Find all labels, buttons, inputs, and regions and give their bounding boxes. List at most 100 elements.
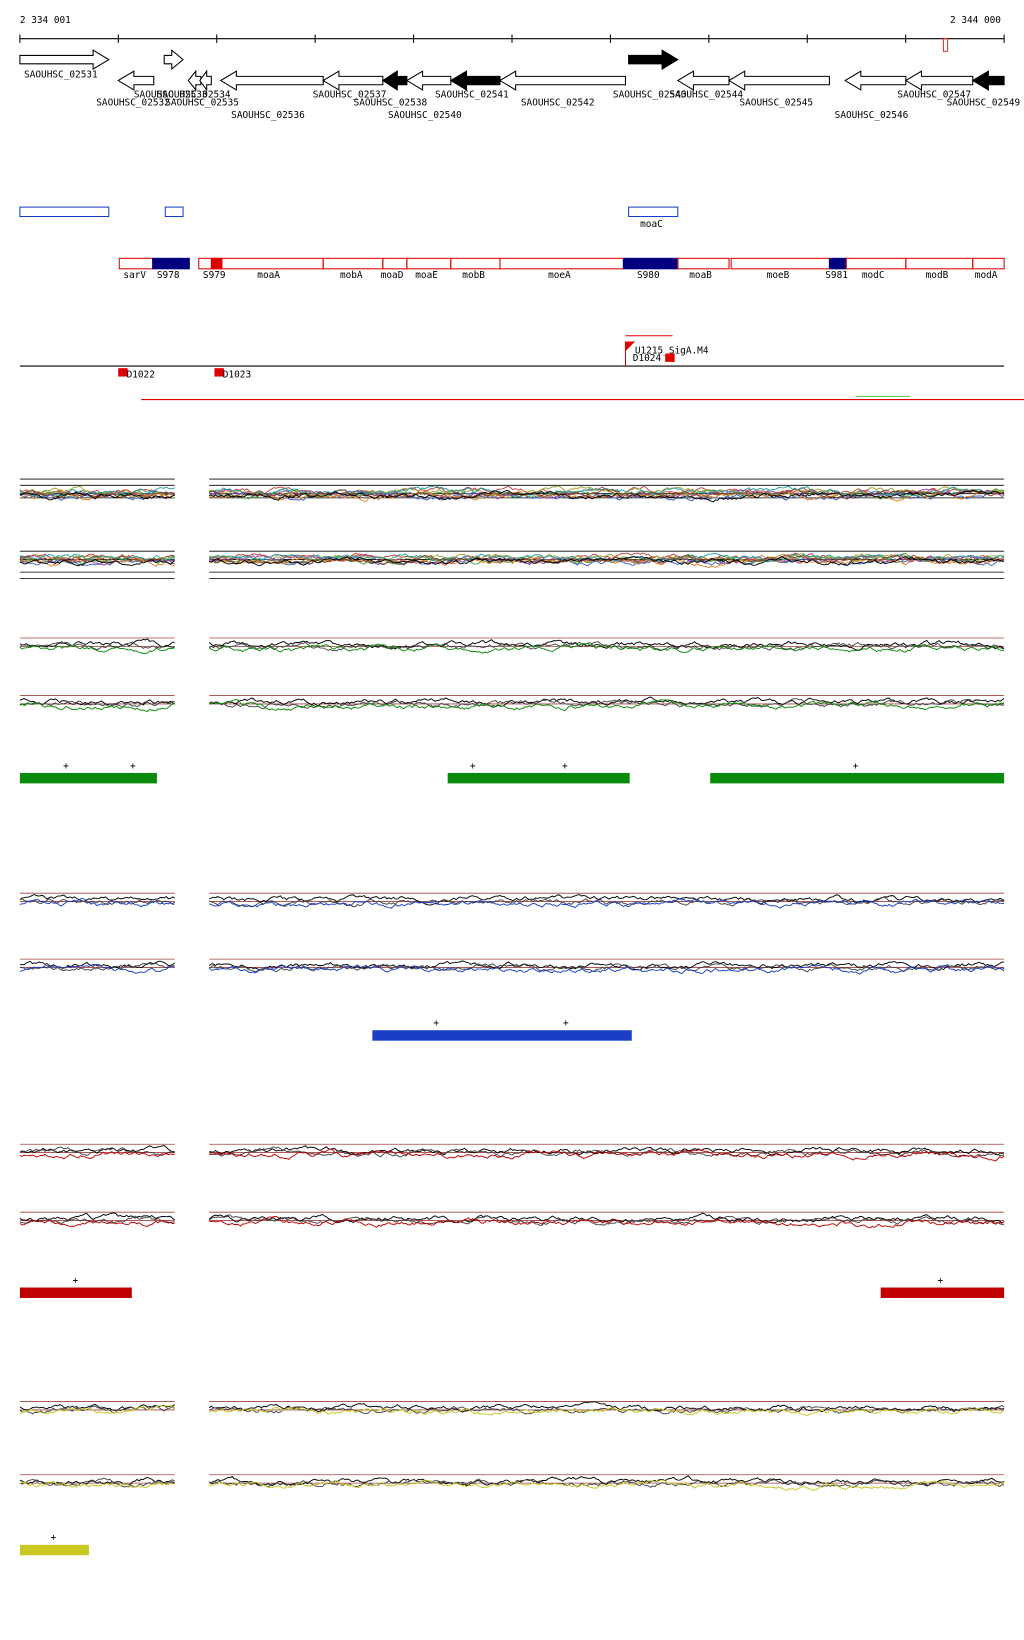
gene-label: SAOUHSC_02540 xyxy=(388,110,462,121)
gene-label: SAOUHSC_02535 xyxy=(165,98,239,109)
region-box xyxy=(499,257,624,270)
region-box xyxy=(221,257,324,270)
segment-bar xyxy=(880,1287,1005,1298)
signal-trace xyxy=(19,490,175,499)
region-box xyxy=(730,257,830,270)
signal-trace xyxy=(19,554,175,562)
gene-label: SAOUHSC_02538 xyxy=(354,98,428,109)
signal-trace xyxy=(19,1480,175,1489)
gene-arrow xyxy=(628,49,679,70)
segment-bar xyxy=(710,772,1005,784)
signal-trace xyxy=(19,1144,175,1154)
signal-trace xyxy=(19,638,175,648)
signal-trace xyxy=(19,644,175,654)
region-label: sarV xyxy=(123,270,146,281)
feature-label: D1024 xyxy=(633,353,662,364)
region-label: mobB xyxy=(462,270,485,281)
signal-trace xyxy=(19,702,175,713)
region-box xyxy=(905,257,974,270)
signal-trace xyxy=(19,963,175,974)
start-coordinate: 2 334 001 xyxy=(20,15,71,26)
region-box xyxy=(322,257,384,270)
signal-trace xyxy=(19,558,176,567)
region-label: modB xyxy=(926,270,949,281)
signal-trace xyxy=(208,964,1005,975)
gene-label: SAOUHSC_02545 xyxy=(739,98,813,109)
signal-trace xyxy=(19,489,175,497)
motif-box xyxy=(628,206,679,218)
gene-label: SAOUHSC_02549 xyxy=(947,98,1021,109)
signal-trace xyxy=(19,1403,175,1412)
signal-trace xyxy=(209,698,1005,712)
region-label: moaB xyxy=(689,270,712,281)
signal-trace xyxy=(19,1212,175,1222)
gene-arrow xyxy=(449,70,501,91)
region-box xyxy=(210,257,223,270)
gene-arrow xyxy=(19,49,110,70)
signal-trace xyxy=(19,893,175,902)
region-label: moeB xyxy=(767,270,790,281)
signal-trace xyxy=(19,698,175,706)
region-box xyxy=(677,257,730,270)
signal-trace xyxy=(19,897,175,908)
segment-marker: + xyxy=(562,761,568,772)
region-label: moaA xyxy=(257,270,280,281)
gene-arrow xyxy=(904,70,974,91)
signal-trace xyxy=(208,698,1005,710)
region-box xyxy=(118,257,154,270)
feature-flag xyxy=(624,341,636,367)
gene-label: SAOUHSC_02547 xyxy=(897,89,971,100)
end-coordinate: 2 344 000 xyxy=(950,15,1001,26)
gene-arrow xyxy=(971,70,1005,91)
signal-trace xyxy=(209,553,1005,564)
gene-arrow xyxy=(219,70,324,91)
signal-trace xyxy=(209,898,1005,909)
region-box xyxy=(382,257,408,270)
segment-bar xyxy=(372,1030,632,1041)
gene-arrow xyxy=(844,70,907,91)
ruler-mark xyxy=(942,38,949,52)
signal-trace xyxy=(208,1407,1005,1417)
signal-trace xyxy=(19,1405,176,1415)
segment-marker: + xyxy=(433,1018,439,1029)
segment-marker: + xyxy=(470,761,476,772)
signal-trace xyxy=(209,894,1005,906)
signal-trace xyxy=(209,485,1005,497)
region-label: moaE xyxy=(415,270,438,281)
segment-bar xyxy=(19,1287,132,1298)
signal-trace xyxy=(19,641,175,651)
gene-label: SAOUHSC_02532 xyxy=(96,98,170,109)
signal-trace xyxy=(209,1148,1005,1162)
gene-arrow xyxy=(322,70,384,91)
region-label: modC xyxy=(862,270,885,281)
gene-arrow xyxy=(498,70,627,91)
gene-label: SAOUHSC_02534 xyxy=(157,89,231,100)
region-label: S980 xyxy=(637,270,660,281)
region-label: moaD xyxy=(381,270,404,281)
region-label: mobA xyxy=(340,270,363,281)
signal-trace xyxy=(208,488,1005,500)
signal-trace xyxy=(209,485,1005,497)
region-box xyxy=(972,257,1005,270)
gene-label: SAOUHSC_02543 xyxy=(613,89,687,100)
feature-mark xyxy=(665,353,675,362)
segment-marker: + xyxy=(130,761,136,772)
gene-arrow xyxy=(187,69,202,92)
segment-bar xyxy=(447,772,630,784)
feature-label: U1215_SigA.M4 xyxy=(635,346,709,357)
signal-trace xyxy=(209,555,1005,567)
feature-label: D1022 xyxy=(127,370,155,381)
region-box xyxy=(845,257,907,270)
signal-trace xyxy=(19,960,175,969)
region-box xyxy=(152,257,190,270)
region-label: S979 xyxy=(203,270,226,281)
signal-trace xyxy=(208,963,1005,973)
signal-trace xyxy=(208,1479,1005,1492)
gene-arrow xyxy=(199,69,212,92)
motif-label: moaC xyxy=(640,219,663,230)
signal-trace xyxy=(209,489,1005,503)
segment-marker: + xyxy=(51,1533,57,1544)
segment-bar xyxy=(19,772,157,784)
region-label: modA xyxy=(975,270,998,281)
